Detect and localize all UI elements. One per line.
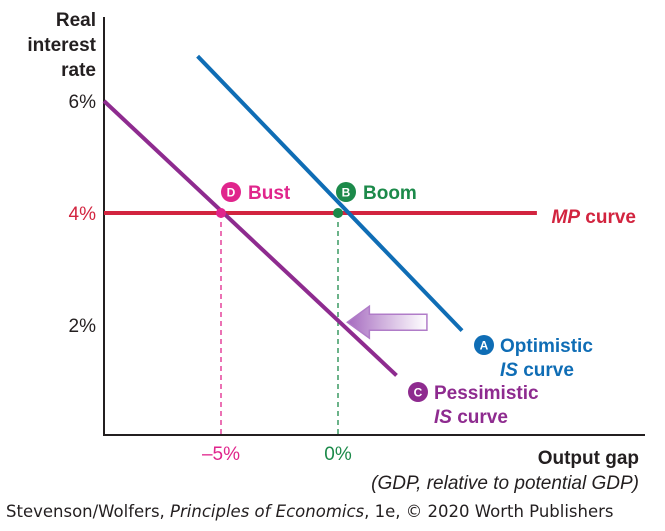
badge-letter-pessimistic: C: [414, 386, 423, 400]
y-axis-label-line: interest: [27, 35, 96, 56]
point-bust: [216, 208, 226, 218]
badge-letter-optimistic: A: [480, 339, 489, 353]
y-tick-label: 2%: [69, 316, 97, 337]
labels-layer: Real interest rate 6% 4% 2% –5% 0% Output gap (GD…: [27, 10, 639, 494]
series-label-mp: MP curve: [552, 207, 636, 228]
shift-arrow-layer: [346, 304, 428, 340]
x-tick-label: 0%: [324, 444, 352, 465]
x-tick-label: –5%: [202, 444, 240, 465]
badge-optimistic: [474, 335, 494, 355]
badge-pessimistic: [408, 382, 428, 402]
series-layer: [102, 54, 537, 377]
x-axis-label: Output gap: [538, 448, 639, 469]
series-label-optimistic-line1: Optimistic: [500, 336, 593, 357]
credit-pre: Stevenson/Wolfers,: [6, 502, 171, 521]
series-label-pessimistic-line1: Pessimistic: [434, 383, 539, 404]
x-axis-sublabel: (GDP, relative to potential GDP): [371, 473, 639, 494]
point-boom: [333, 208, 343, 218]
point-label-boom: Boom: [363, 183, 417, 204]
y-axis-label-line: rate: [61, 60, 96, 81]
series-line-pessimistic: [102, 99, 398, 377]
series-label-optimistic-line2: IS curve: [500, 360, 574, 381]
point-label-bust: Bust: [248, 183, 291, 204]
series-label-pessimistic-line2: IS curve: [434, 407, 508, 428]
badge-letter-boom: B: [342, 186, 351, 200]
badge-boom: [336, 182, 356, 202]
credit-line: Stevenson/Wolfers, Principles of Economi…: [6, 502, 614, 521]
credit-post: , 1e, © 2020 Worth Publishers: [364, 502, 614, 521]
y-axis-label-line: Real: [56, 10, 96, 31]
guide-lines: [220, 213, 339, 435]
y-tick-label: 4%: [69, 204, 97, 225]
badge-letter-bust: D: [227, 186, 236, 200]
axes: [103, 17, 645, 436]
credit-book-title: Principles of Economics: [170, 502, 365, 521]
badge-bust: [221, 182, 241, 202]
y-tick-label: 6%: [69, 92, 97, 113]
shift-arrow: [346, 304, 428, 340]
series-line-optimistic: [196, 54, 464, 332]
